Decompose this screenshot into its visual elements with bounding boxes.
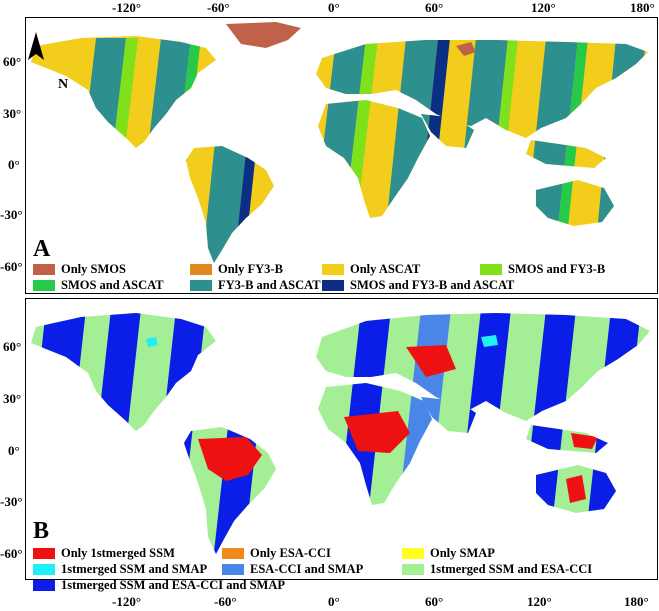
lat-tick: -60° [0, 259, 23, 274]
legend-swatch [322, 264, 344, 275]
lon-tick: 180° [624, 594, 649, 609]
legend-item: Only ASCAT [322, 262, 420, 277]
lon-tick: 180° [630, 0, 655, 15]
lat-tick: -60° [0, 546, 23, 561]
lat-tick: 0° [8, 157, 20, 172]
legend-swatch [322, 280, 344, 291]
legend-swatch [33, 564, 55, 575]
legend-swatch [480, 264, 502, 275]
legend-label: ESA-CCI and SMAP [250, 562, 364, 576]
legend-item: Only SMAP [402, 546, 495, 561]
legend-label: 1stmerged SSM and ESA-CCI [430, 562, 593, 576]
panel-a-map: N [25, 17, 658, 294]
lon-tick: -120° [112, 0, 142, 15]
legend-swatch [402, 564, 424, 575]
legend-label: 1stmerged SSM and SMAP [61, 562, 208, 576]
lat-tick: 30° [3, 391, 22, 406]
legend-label: Only 1stmerged SSM [61, 546, 175, 560]
lat-tick: 0° [8, 443, 20, 458]
legend-swatch [33, 548, 55, 559]
legend-swatch [33, 280, 55, 291]
lat-tick: 60° [3, 54, 22, 69]
legend-item: 1stmerged SSM and ESA-CCI and SMAP [33, 578, 285, 593]
legend-label: Only SMAP [430, 546, 495, 560]
legend-label: Only SMOS [61, 262, 126, 276]
legend-item: 1stmerged SSM and SMAP [33, 562, 207, 577]
lon-tick: 120° [527, 594, 552, 609]
legend-item: SMOS and ASCAT [33, 278, 164, 293]
legend-label: FY3-B and ASCAT [218, 278, 321, 292]
lon-tick: -60° [214, 594, 237, 609]
legend-item: Only 1stmerged SSM [33, 546, 175, 561]
legend-swatch [222, 564, 244, 575]
lon-tick: 60° [425, 0, 444, 15]
legend-item: Only ESA-CCI [222, 546, 331, 561]
panel-a-map-graphic [31, 22, 648, 263]
legend-swatch [402, 548, 424, 559]
legend-item: Only SMOS [33, 262, 126, 277]
legend-item: FY3-B and ASCAT [190, 278, 321, 293]
north-label: N [58, 77, 69, 92]
lon-tick: 0° [328, 0, 340, 15]
legend-item: Only FY3-B [190, 262, 283, 277]
lon-tick: -60° [207, 0, 230, 15]
lat-tick: -30° [0, 207, 23, 222]
lat-tick: 60° [3, 339, 22, 354]
legend-item: SMOS and FY3-B and ASCAT [322, 278, 514, 293]
legend-label: Only ASCAT [350, 262, 421, 276]
legend-swatch [33, 580, 55, 591]
legend-item: ESA-CCI and SMAP [222, 562, 363, 577]
panel-b-letter: B [33, 518, 50, 544]
lon-tick: -120° [112, 594, 142, 609]
lon-tick: 120° [531, 0, 556, 15]
legend-item: SMOS and FY3-B [480, 262, 605, 277]
legend-swatch [190, 280, 212, 291]
legend-label: SMOS and FY3-B and ASCAT [350, 278, 515, 292]
legend-label: SMOS and ASCAT [61, 278, 164, 292]
legend-item: 1stmerged SSM and ESA-CCI [402, 562, 592, 577]
panel-b-map [25, 298, 658, 580]
panel-a-letter: A [33, 236, 51, 262]
lon-tick: 60° [425, 594, 444, 609]
lon-tick: 0° [328, 594, 340, 609]
lat-tick: -30° [0, 494, 23, 509]
legend-swatch [33, 264, 55, 275]
legend-swatch [222, 548, 244, 559]
legend-label: Only FY3-B [218, 262, 283, 276]
north-arrow-icon [28, 32, 44, 60]
lat-tick: 30° [3, 106, 22, 121]
legend-label: SMOS and FY3-B [508, 262, 606, 276]
legend-label: 1stmerged SSM and ESA-CCI and SMAP [61, 578, 285, 592]
legend-swatch [190, 264, 212, 275]
legend-label: Only ESA-CCI [250, 546, 331, 560]
panel-b-map-graphic [31, 313, 650, 554]
